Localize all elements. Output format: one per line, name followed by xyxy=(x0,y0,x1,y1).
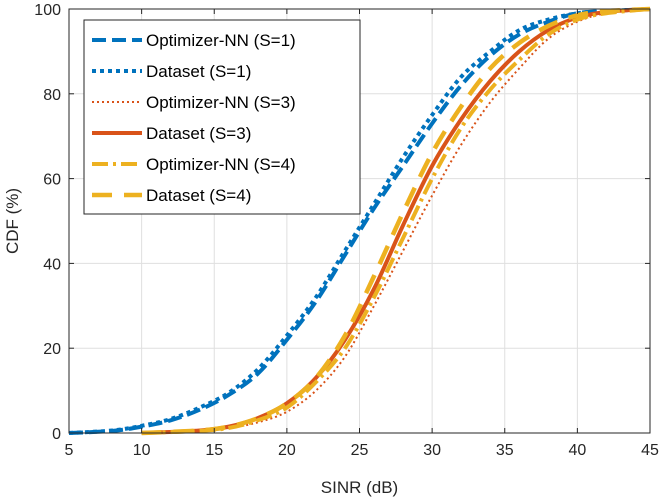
y-tick-label: 40 xyxy=(43,256,61,273)
y-tick-label: 100 xyxy=(34,2,61,19)
x-tick-label: 35 xyxy=(496,442,514,459)
legend-label-5: Optimizer-NN (S=4) xyxy=(146,155,296,174)
x-tick-label: 30 xyxy=(423,442,441,459)
ticks: 5 10 15 20 25 30 35 40 45 0 20 40 60 80 100 xyxy=(34,2,659,459)
y-axis-label: CDF (%) xyxy=(3,188,22,254)
x-tick-label: 45 xyxy=(641,442,659,459)
x-tick-label: 40 xyxy=(568,442,586,459)
legend-label-1: Optimizer-NN (S=1) xyxy=(146,31,296,50)
legend-label-2: Dataset (S=1) xyxy=(146,62,251,81)
series-line-2 xyxy=(68,7,651,435)
x-axis-label: SINR (dB) xyxy=(321,478,398,497)
y-tick-label: 0 xyxy=(52,426,61,443)
y-tick-label: 20 xyxy=(43,341,61,358)
legend-label-4: Dataset (S=3) xyxy=(146,124,251,143)
legend: Optimizer-NN (S=1) Dataset (S=1) Optimizer… xyxy=(83,19,361,215)
x-tick-label: 15 xyxy=(205,442,223,459)
legend-label-6: Dataset (S=4) xyxy=(146,186,251,205)
y-tick-label: 80 xyxy=(43,87,61,104)
legend-box xyxy=(83,19,361,215)
x-tick-label: 20 xyxy=(278,442,296,459)
series-line-6 xyxy=(141,6,651,436)
x-tick-label: 10 xyxy=(133,442,151,459)
legend-label-3: Optimizer-NN (S=3) xyxy=(146,93,296,112)
y-tick-label: 60 xyxy=(43,172,61,189)
x-tick-label: 25 xyxy=(351,442,369,459)
series-layer xyxy=(68,6,651,436)
x-tick-label: 5 xyxy=(65,442,74,459)
